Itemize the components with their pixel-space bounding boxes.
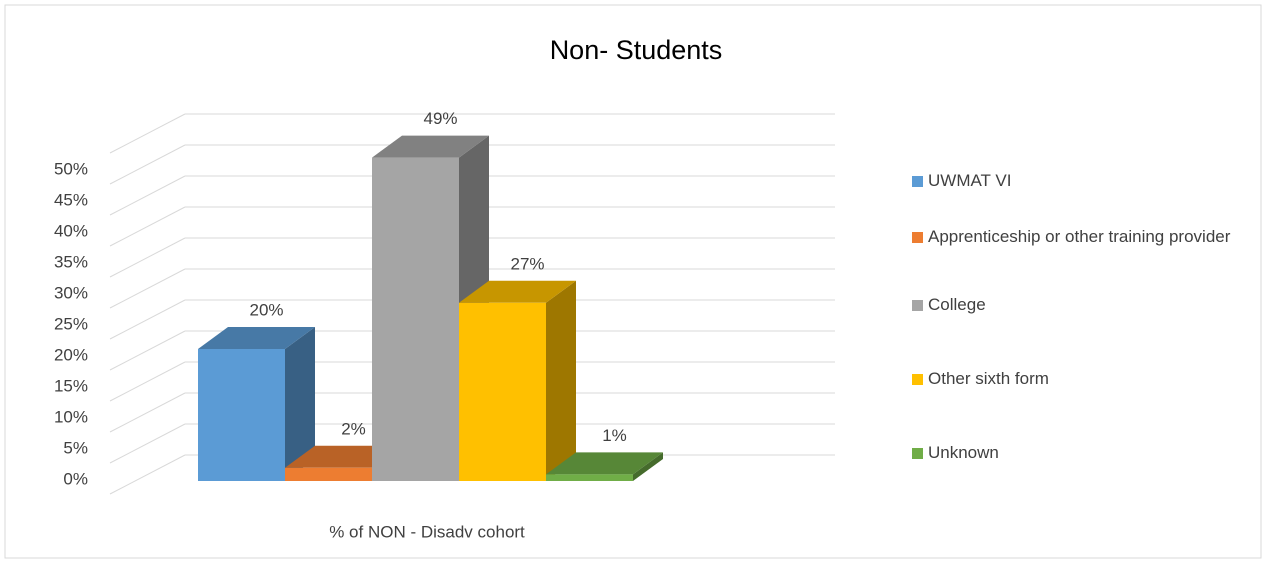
bar — [198, 349, 285, 481]
y-tick-label: 30% — [54, 283, 88, 302]
legend-swatch — [912, 176, 923, 187]
y-tick-label: 5% — [63, 438, 88, 457]
bar — [546, 474, 633, 481]
bar-top — [198, 327, 315, 349]
y-tick-label: 15% — [54, 376, 88, 395]
data-label: 20% — [249, 300, 283, 319]
bar — [459, 302, 546, 481]
bar — [372, 157, 459, 481]
bar-side — [546, 280, 576, 481]
y-tick-label: 35% — [54, 252, 88, 271]
legend-label: Apprenticeship or other training provide… — [928, 227, 1231, 246]
grid-line — [109, 299, 186, 340]
bar-top — [546, 452, 663, 475]
grid-line — [109, 113, 186, 154]
legend-swatch — [912, 374, 923, 385]
grid-line — [109, 175, 186, 216]
grid-line — [109, 330, 186, 371]
data-label: 27% — [510, 254, 544, 273]
legend-swatch — [912, 232, 923, 243]
grid-line — [109, 361, 186, 402]
legend-label: UWMAT VI — [928, 171, 1012, 190]
grid-line — [109, 206, 186, 247]
grid-line — [109, 144, 186, 185]
x-axis-label: % of NON - Disadv cohort — [329, 522, 525, 541]
legend-swatch — [912, 448, 923, 459]
bar-top — [459, 280, 576, 303]
grid-line — [109, 268, 186, 309]
bar — [285, 467, 372, 481]
bar-side — [285, 327, 315, 481]
data-label: 49% — [423, 109, 457, 128]
y-tick-label: 10% — [54, 407, 88, 426]
y-tick-label: 0% — [63, 469, 88, 488]
y-tick-label: 50% — [54, 159, 88, 178]
data-label: 1% — [602, 426, 627, 445]
legend-label: College — [928, 295, 986, 314]
bar-side — [633, 452, 663, 481]
chart-title: Non- Students — [550, 35, 723, 65]
y-tick-label: 45% — [54, 190, 88, 209]
bar-top — [372, 135, 489, 158]
grid-line — [109, 454, 186, 495]
legend-label: Unknown — [928, 443, 999, 462]
grid-line — [109, 392, 186, 433]
data-label: 2% — [341, 419, 366, 438]
y-tick-label: 20% — [54, 345, 88, 364]
y-tick-label: 25% — [54, 314, 88, 333]
legend-label: Other sixth form — [928, 369, 1049, 388]
y-tick-label: 40% — [54, 221, 88, 240]
legend-swatch — [912, 300, 923, 311]
grid-line — [109, 423, 186, 464]
grid-line — [109, 237, 186, 278]
